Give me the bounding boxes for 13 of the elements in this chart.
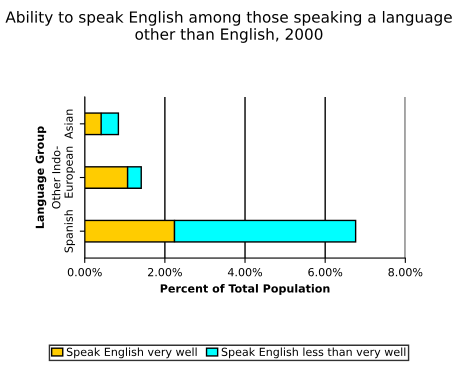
x-tick-label: 6.00%	[308, 268, 342, 276]
y-tick-label: Other Indo-European	[52, 146, 76, 209]
legend-label: Speak English less than very well	[222, 347, 406, 358]
x-tick-label: 4.00%	[228, 268, 262, 276]
x-tick-label: 0.00%	[68, 268, 102, 276]
x-tick-label: 8.00%	[388, 268, 422, 276]
x-tick-label: 2.00%	[148, 268, 182, 276]
legend-label: Speak English very well	[66, 347, 197, 358]
y-axis-title: Language Group	[36, 126, 46, 228]
y-tick-label: Asian	[64, 110, 73, 139]
chart-title: Ability to speak English among those speaking a language other than English, 2000	[5, 10, 452, 43]
x-axis-title: Percent of Total Population	[160, 284, 330, 295]
y-tick-label: Spanish	[64, 210, 76, 252]
